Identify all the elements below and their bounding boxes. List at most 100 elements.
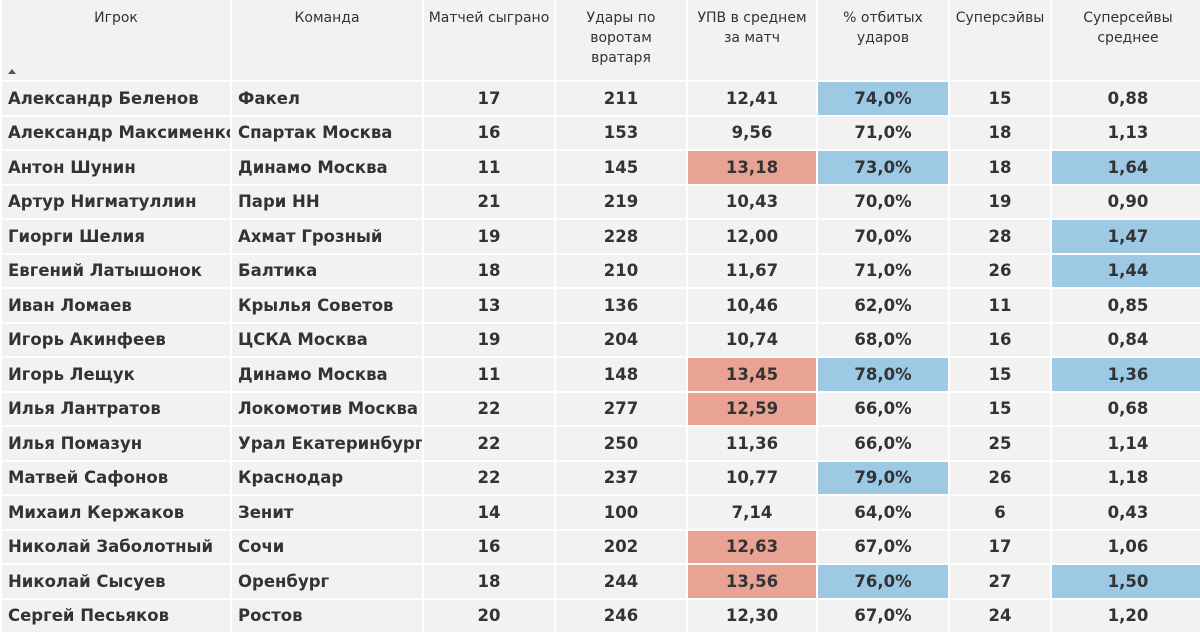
cell-team: Факел: [232, 82, 422, 115]
sort-ascending-icon[interactable]: [8, 69, 16, 74]
cell-shots-per-game: 12,30: [688, 599, 816, 632]
cell-shots: 237: [556, 461, 686, 494]
cell-shots: 204: [556, 323, 686, 356]
cell-save-percent: 70,0%: [818, 220, 948, 253]
cell-supersaves: 11: [950, 289, 1050, 322]
cell-supersaves-avg: 0,90: [1052, 185, 1200, 218]
cell-shots-per-game: 11,67: [688, 254, 816, 287]
cell-save-percent: 67,0%: [818, 599, 948, 632]
table-row[interactable]: Михаил Кержаков Зенит 14 100 7,14 64,0% 6 0,43: [2, 496, 1200, 529]
column-header-label: Суперсэйвы: [955, 10, 1045, 26]
cell-shots: 148: [556, 358, 686, 391]
cell-player: Николай Заболотный: [2, 530, 230, 563]
cell-supersaves: 18: [950, 151, 1050, 184]
cell-player: Александр Максименко: [2, 116, 230, 149]
cell-supersaves-avg: 1,18: [1052, 461, 1200, 494]
cell-supersaves-avg: 0,84: [1052, 323, 1200, 356]
cell-save-percent: 79,0%: [818, 461, 948, 494]
cell-supersaves: 17: [950, 530, 1050, 563]
table-row[interactable]: Артур Нигматуллин Пари НН 21 219 10,43 70,0% 1…: [2, 185, 1200, 218]
column-header-label: Суперсейвы среднее: [1083, 10, 1173, 46]
cell-team: ЦСКА Москва: [232, 323, 422, 356]
column-header-label: УПВ в среднем за матч: [697, 10, 807, 46]
table-body: Александр Беленов Факел 17 211 12,41 74,0% 15 0…: [2, 82, 1200, 632]
cell-shots-per-game: 10,77: [688, 461, 816, 494]
cell-matches: 11: [424, 151, 554, 184]
table-row[interactable]: Николай Заболотный Сочи 16 202 12,63 67,0% 17 1…: [2, 530, 1200, 563]
table-row[interactable]: Сергей Песьяков Ростов 20 246 12,30 67,0% 24 1,…: [2, 599, 1200, 632]
cell-supersaves-avg: 1,50: [1052, 565, 1200, 598]
cell-supersaves-avg: 1,47: [1052, 220, 1200, 253]
table-row[interactable]: Илья Лантратов Локомотив Москва 22 277 12,59…: [2, 392, 1200, 425]
column-header-label: Игрок: [94, 10, 138, 26]
column-header-shots[interactable]: Удары по воротам вратаря: [556, 0, 686, 80]
cell-save-percent: 78,0%: [818, 358, 948, 391]
cell-player: Александр Беленов: [2, 82, 230, 115]
cell-matches: 13: [424, 289, 554, 322]
cell-supersaves-avg: 1,06: [1052, 530, 1200, 563]
cell-player: Игорь Акинфеев: [2, 323, 230, 356]
column-header-save-percent[interactable]: % отбитых ударов: [818, 0, 948, 80]
table-row[interactable]: Евгений Латышонок Балтика 18 210 11,67 71,0% 2…: [2, 254, 1200, 287]
cell-save-percent: 62,0%: [818, 289, 948, 322]
cell-matches: 19: [424, 323, 554, 356]
column-header-team[interactable]: Команда: [232, 0, 422, 80]
table-row[interactable]: Антон Шунин Динамо Москва 11 145 13,18 73,0% 1…: [2, 151, 1200, 184]
column-header-shots-per-game[interactable]: УПВ в среднем за матч: [688, 0, 816, 80]
cell-matches: 17: [424, 82, 554, 115]
cell-team: Краснодар: [232, 461, 422, 494]
column-header-supersaves-avg[interactable]: Суперсейвы среднее: [1052, 0, 1200, 80]
table-row[interactable]: Игорь Акинфеев ЦСКА Москва 19 204 10,74 68,0%…: [2, 323, 1200, 356]
cell-shots: 277: [556, 392, 686, 425]
table-row[interactable]: Матвей Сафонов Краснодар 22 237 10,77 79,0% 26…: [2, 461, 1200, 494]
cell-supersaves: 27: [950, 565, 1050, 598]
cell-shots-per-game: 12,63: [688, 530, 816, 563]
cell-supersaves-avg: 1,13: [1052, 116, 1200, 149]
table-row[interactable]: Игорь Лещук Динамо Москва 11 148 13,45 78,0% 1…: [2, 358, 1200, 391]
cell-shots: 250: [556, 427, 686, 460]
table-row[interactable]: Николай Сысуев Оренбург 18 244 13,56 76,0% 27 1…: [2, 565, 1200, 598]
table-row[interactable]: Александр Максименко Спартак Москва 16 153 9…: [2, 116, 1200, 149]
cell-save-percent: 66,0%: [818, 427, 948, 460]
cell-matches: 22: [424, 427, 554, 460]
column-header-player[interactable]: Игрок: [2, 0, 230, 80]
column-header-supersaves[interactable]: Суперсэйвы: [950, 0, 1050, 80]
cell-team: Сочи: [232, 530, 422, 563]
cell-supersaves: 26: [950, 461, 1050, 494]
cell-shots: 244: [556, 565, 686, 598]
cell-matches: 22: [424, 461, 554, 494]
cell-team: Крылья Советов: [232, 289, 422, 322]
cell-matches: 16: [424, 530, 554, 563]
cell-shots-per-game: 10,43: [688, 185, 816, 218]
cell-supersaves-avg: 0,68: [1052, 392, 1200, 425]
table-row[interactable]: Александр Беленов Факел 17 211 12,41 74,0% 15 0…: [2, 82, 1200, 115]
cell-save-percent: 68,0%: [818, 323, 948, 356]
cell-matches: 11: [424, 358, 554, 391]
cell-shots: 202: [556, 530, 686, 563]
cell-shots: 145: [556, 151, 686, 184]
cell-supersaves-avg: 1,64: [1052, 151, 1200, 184]
cell-player: Антон Шунин: [2, 151, 230, 184]
cell-save-percent: 71,0%: [818, 116, 948, 149]
table-row[interactable]: Илья Помазун Урал Екатеринбург 22 250 11,36 6…: [2, 427, 1200, 460]
column-header-label: Команда: [294, 10, 360, 26]
cell-player: Илья Лантратов: [2, 392, 230, 425]
cell-shots: 211: [556, 82, 686, 115]
cell-matches: 18: [424, 565, 554, 598]
cell-supersaves: 19: [950, 185, 1050, 218]
cell-shots-per-game: 7,14: [688, 496, 816, 529]
cell-supersaves: 16: [950, 323, 1050, 356]
cell-team: Ростов: [232, 599, 422, 632]
cell-shots-per-game: 12,00: [688, 220, 816, 253]
cell-save-percent: 70,0%: [818, 185, 948, 218]
table-row[interactable]: Гиорги Шелия Ахмат Грозный 19 228 12,00 70,0%…: [2, 220, 1200, 253]
cell-team: Зенит: [232, 496, 422, 529]
table-row[interactable]: Иван Ломаев Крылья Советов 13 136 10,46 62,0%…: [2, 289, 1200, 322]
cell-team: Пари НН: [232, 185, 422, 218]
cell-player: Сергей Песьяков: [2, 599, 230, 632]
cell-save-percent: 66,0%: [818, 392, 948, 425]
cell-matches: 20: [424, 599, 554, 632]
cell-team: Спартак Москва: [232, 116, 422, 149]
column-header-matches[interactable]: Матчей сыграно: [424, 0, 554, 80]
